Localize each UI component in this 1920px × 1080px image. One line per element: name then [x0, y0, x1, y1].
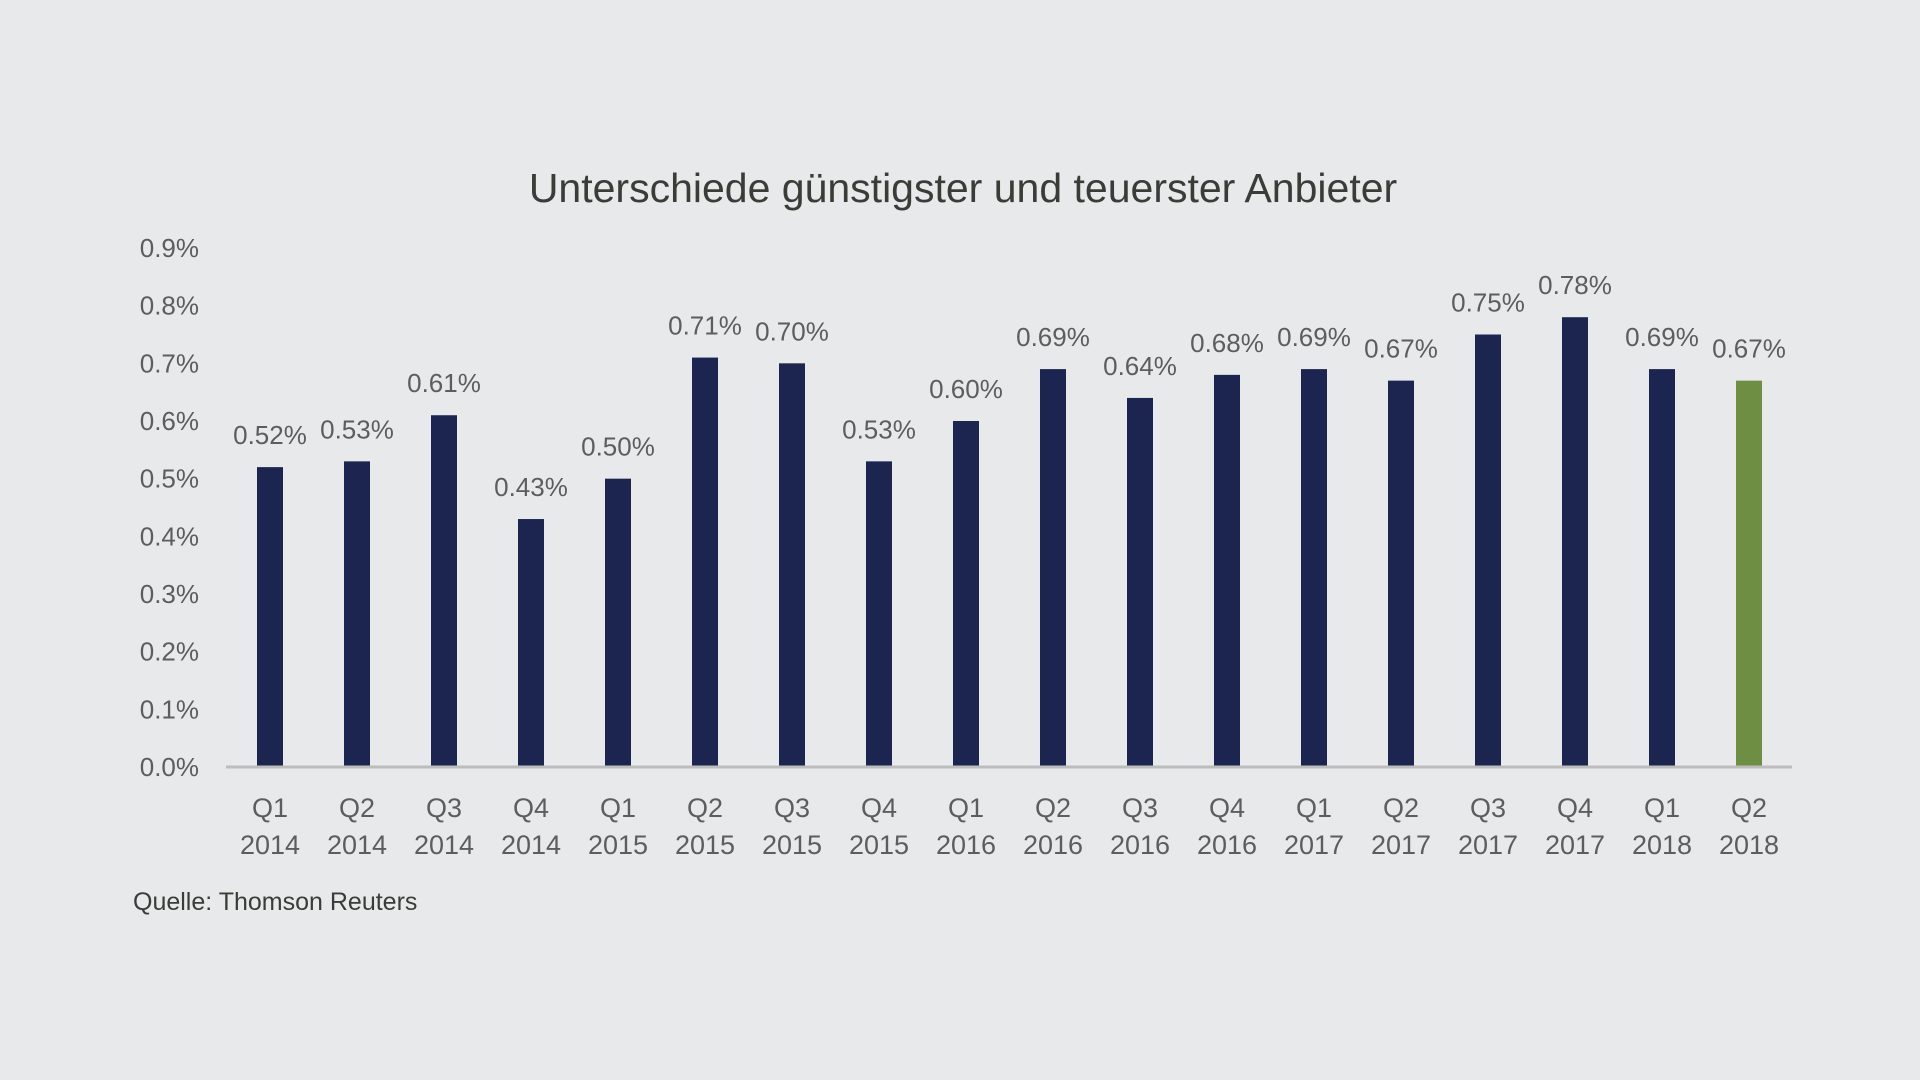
bar	[866, 461, 892, 767]
bar-value-label: 0.67%	[1364, 334, 1438, 364]
x-tick-label-year: 2015	[762, 830, 822, 860]
bar-value-label: 0.69%	[1277, 322, 1351, 352]
bar	[1388, 380, 1414, 767]
x-tick-label-year: 2014	[240, 830, 300, 860]
y-tick-label: 0.7%	[140, 348, 199, 378]
bar	[1214, 374, 1240, 767]
x-tick-label-quarter: Q2	[687, 793, 723, 823]
x-tick-label-quarter: Q1	[600, 793, 636, 823]
y-tick-label: 0.4%	[140, 521, 199, 551]
source-note: Quelle: Thomson Reuters	[133, 888, 417, 916]
x-tick-label-year: 2018	[1719, 830, 1779, 860]
bar	[779, 363, 805, 767]
bar-value-label: 0.70%	[755, 316, 829, 346]
x-tick-label-year: 2016	[1023, 830, 1083, 860]
y-tick-label: 0.0%	[140, 752, 199, 782]
x-tick-label-year: 2017	[1545, 830, 1605, 860]
x-tick-label-quarter: Q1	[948, 793, 984, 823]
y-tick-label: 0.9%	[140, 233, 199, 263]
x-tick-label-year: 2015	[675, 830, 735, 860]
bar	[605, 478, 631, 767]
bar-value-label: 0.60%	[929, 374, 1003, 404]
x-tick-label-quarter: Q2	[1731, 793, 1767, 823]
bar	[1301, 369, 1327, 767]
x-tick-label-quarter: Q1	[1296, 793, 1332, 823]
x-tick-label-year: 2016	[936, 830, 996, 860]
bar-value-label: 0.43%	[494, 472, 568, 502]
bar-value-label: 0.68%	[1190, 328, 1264, 358]
x-tick-label-year: 2017	[1458, 830, 1518, 860]
x-tick-label-quarter: Q2	[1383, 793, 1419, 823]
x-axis-labels: Q1 2014 Q2 2014 Q3 2014 Q4 2014 Q1 2015 Q2 2015 Q3 20…	[240, 793, 1779, 860]
bar-value-label: 0.50%	[581, 432, 655, 462]
bar-value-label: 0.75%	[1451, 288, 1525, 318]
value-labels: 0.52% 0.53% 0.61% 0.43% 0.50% 0.71% 0.70% 0.53%…	[233, 270, 1786, 502]
x-tick-label-year: 2016	[1197, 830, 1257, 860]
x-tick-label-quarter: Q4	[1557, 793, 1593, 823]
y-tick-label: 0.2%	[140, 637, 199, 667]
x-tick-label-year: 2014	[327, 830, 387, 860]
x-tick-label-year: 2018	[1632, 830, 1692, 860]
bar-value-label: 0.69%	[1625, 322, 1699, 352]
bar-value-label: 0.53%	[320, 414, 394, 444]
bar	[431, 415, 457, 767]
bar	[692, 357, 718, 767]
chart-title: Unterschiede günstigster und teuerster A…	[529, 165, 1397, 211]
x-tick-label-quarter: Q2	[339, 793, 375, 823]
x-tick-label-year: 2014	[501, 830, 561, 860]
y-axis-ticks: 0.0% 0.1% 0.2% 0.3% 0.4% 0.5% 0.6% 0.7% 0.8% 0.9%	[140, 233, 199, 782]
bar-value-label: 0.53%	[842, 414, 916, 444]
bar	[1562, 317, 1588, 767]
bar-value-label: 0.69%	[1016, 322, 1090, 352]
bar	[518, 519, 544, 767]
x-tick-label-year: 2017	[1284, 830, 1344, 860]
bar-value-label: 0.64%	[1103, 351, 1177, 381]
y-tick-label: 0.3%	[140, 579, 199, 609]
bars	[257, 317, 1762, 767]
y-tick-label: 0.5%	[140, 464, 199, 494]
bar	[953, 421, 979, 767]
x-tick-label-quarter: Q4	[1209, 793, 1245, 823]
y-tick-label: 0.6%	[140, 406, 199, 436]
x-tick-label-quarter: Q1	[252, 793, 288, 823]
bar-value-label: 0.67%	[1712, 334, 1786, 364]
x-tick-label-quarter: Q3	[774, 793, 810, 823]
x-tick-label-quarter: Q3	[1470, 793, 1506, 823]
bar	[257, 467, 283, 767]
bar-value-label: 0.71%	[668, 311, 742, 341]
bar-value-label: 0.52%	[233, 420, 307, 450]
x-tick-label-year: 2015	[588, 830, 648, 860]
x-tick-label-quarter: Q3	[1122, 793, 1158, 823]
bar	[1736, 380, 1762, 767]
y-tick-label: 0.8%	[140, 291, 199, 321]
x-tick-label-quarter: Q3	[426, 793, 462, 823]
bar	[1649, 369, 1675, 767]
bar	[344, 461, 370, 767]
x-tick-label-quarter: Q4	[861, 793, 897, 823]
x-tick-label-year: 2017	[1371, 830, 1431, 860]
x-tick-label-year: 2016	[1110, 830, 1170, 860]
x-tick-label-quarter: Q2	[1035, 793, 1071, 823]
x-tick-label-year: 2015	[849, 830, 909, 860]
x-tick-label-year: 2014	[414, 830, 474, 860]
bar-value-label: 0.61%	[407, 368, 481, 398]
x-tick-label-quarter: Q4	[513, 793, 549, 823]
x-tick-label-quarter: Q1	[1644, 793, 1680, 823]
bar-value-label: 0.78%	[1538, 270, 1612, 300]
bar	[1475, 334, 1501, 767]
y-tick-label: 0.1%	[140, 694, 199, 724]
bar	[1127, 397, 1153, 767]
bar	[1040, 369, 1066, 767]
